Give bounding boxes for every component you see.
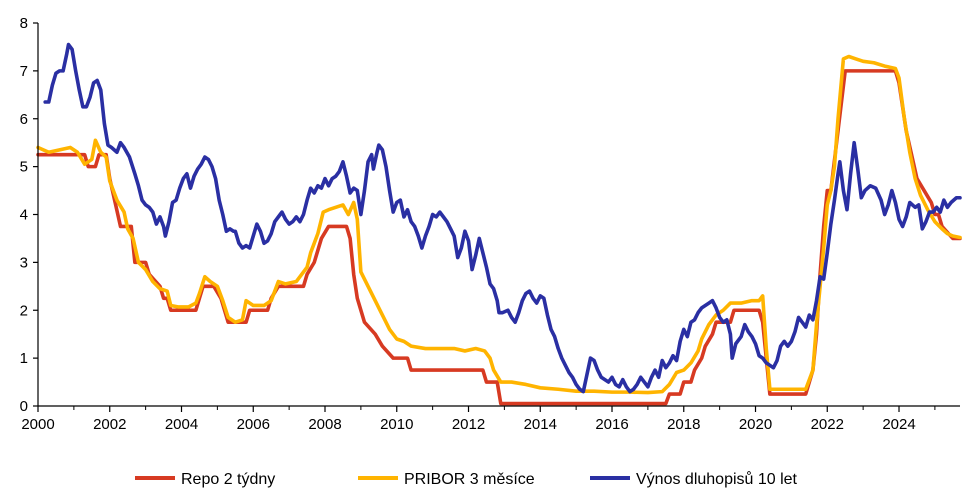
x-tick-label: 2002 <box>93 416 126 433</box>
x-tick-label: 2004 <box>165 416 198 433</box>
series-layer <box>36 42 962 406</box>
x-tick-label: 2010 <box>380 416 413 433</box>
x-tick-label: 2018 <box>667 416 700 433</box>
series-line-2 <box>36 54 962 395</box>
legend-item-3: Výnos dluhopisů 10 let <box>590 470 798 488</box>
legend-item-2: PRIBOR 3 měsíce <box>358 471 535 488</box>
series-line-3 <box>43 42 962 394</box>
legend: Repo 2 týdny PRIBOR 3 měsíce Výnos dluhopi… <box>135 470 798 488</box>
y-tick-label: 8 <box>20 15 28 32</box>
x-tick-label: 2012 <box>452 416 485 433</box>
y-tick-label: 5 <box>20 159 28 176</box>
x-tick-label: 2024 <box>882 416 915 433</box>
y-tick-label: 4 <box>20 207 28 224</box>
axes-layer <box>37 23 960 407</box>
x-tick-label: 2022 <box>811 416 844 433</box>
legend-item-1: Repo 2 týdny <box>135 471 275 488</box>
y-tick-label: 6 <box>20 111 28 128</box>
y-tick-label: 2 <box>20 302 28 319</box>
legend-label: Výnos dluhopisů 10 let <box>636 470 798 488</box>
y-tick-label: 0 <box>20 398 28 415</box>
x-tick-label: 2000 <box>21 416 54 433</box>
x-tick-label: 2016 <box>595 416 628 433</box>
legend-label: Repo 2 týdny <box>181 471 275 488</box>
x-tick-label: 2020 <box>739 416 772 433</box>
x-tick-label: 2006 <box>237 416 270 433</box>
x-tick-label: 2008 <box>308 416 341 433</box>
y-tick-label: 3 <box>20 254 28 271</box>
legend-label: PRIBOR 3 měsíce <box>404 471 535 488</box>
y-tick-label: 7 <box>20 63 28 80</box>
y-tick-label: 1 <box>20 350 28 367</box>
ticks-layer: 0 1 2 3 4 5 6 7 8 2000 2002 2004 2006 2008 2010 2012 201… <box>20 15 936 433</box>
series-line-1 <box>36 69 962 406</box>
x-tick-label: 2014 <box>524 416 557 433</box>
